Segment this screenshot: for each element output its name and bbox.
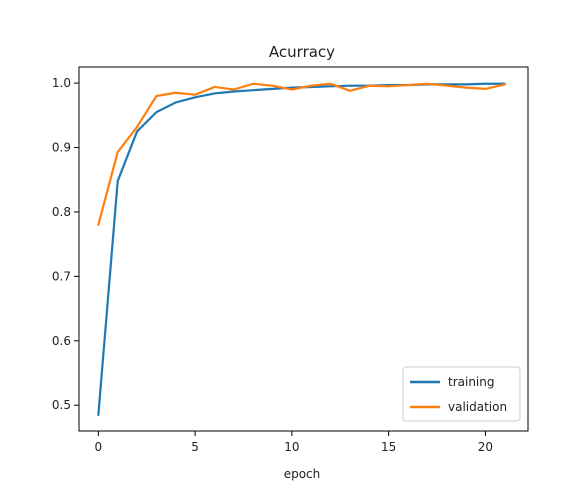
y-axis-ticks: 0.5 0.6 0.7 0.8 0.9 1.0: [52, 76, 79, 412]
x-axis-label: epoch: [284, 467, 321, 481]
y-tick-label: 0.8: [52, 205, 71, 219]
y-tick-label: 1.0: [52, 76, 71, 90]
legend-label-validation: validation: [448, 400, 507, 414]
x-axis-ticks: 0 5 10 15 20: [95, 431, 493, 454]
series-lines: [97, 82, 506, 416]
x-tick-label: 15: [381, 440, 396, 454]
series-line-validation: [97, 82, 506, 226]
x-tick-label: 20: [478, 440, 493, 454]
y-tick-label: 0.9: [52, 141, 71, 155]
y-tick-label: 0.5: [52, 398, 71, 412]
legend-label-training: training: [448, 375, 495, 389]
legend: training validation: [402, 366, 521, 422]
y-tick-label: 0.7: [52, 269, 71, 283]
x-tick-label: 5: [191, 440, 199, 454]
x-tick-label: 10: [284, 440, 299, 454]
y-tick-label: 0.6: [52, 334, 71, 348]
x-tick-label: 0: [95, 440, 103, 454]
chart-title: Acurracy: [269, 43, 335, 61]
